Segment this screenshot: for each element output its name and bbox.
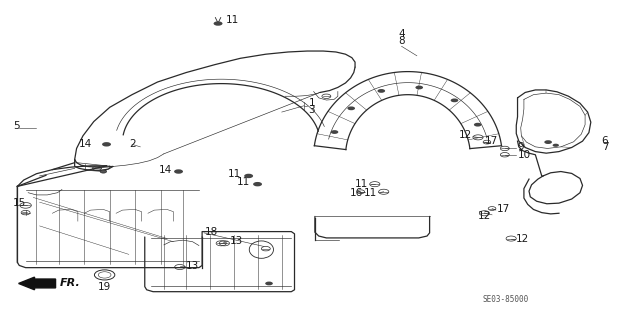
Circle shape [378,89,385,93]
Text: 13: 13 [230,236,243,246]
Circle shape [474,123,481,127]
Text: 13: 13 [186,261,200,271]
Circle shape [544,140,552,144]
Text: 11: 11 [226,15,239,26]
Circle shape [244,174,253,178]
Circle shape [253,182,262,186]
Text: 19: 19 [98,282,111,292]
Circle shape [174,169,183,174]
Text: 5: 5 [13,121,19,131]
Text: 7: 7 [602,143,608,152]
Text: 15: 15 [13,198,26,208]
Text: 11: 11 [355,179,368,189]
Circle shape [100,170,106,173]
Text: 17: 17 [484,136,498,146]
Text: 16: 16 [350,188,364,198]
Text: SE03-85000: SE03-85000 [483,295,529,304]
Circle shape [214,21,223,26]
Circle shape [102,142,111,146]
Circle shape [415,85,423,89]
Text: 14: 14 [159,165,172,174]
Text: 10: 10 [518,150,531,160]
Circle shape [331,130,339,134]
Text: 8: 8 [398,36,405,46]
Text: 12: 12 [458,130,472,140]
Circle shape [348,107,355,110]
Circle shape [451,99,458,102]
Circle shape [552,144,559,147]
Text: FR.: FR. [60,278,81,288]
Circle shape [265,282,273,286]
Text: 6: 6 [602,136,608,145]
Text: 3: 3 [308,105,315,115]
Text: 9: 9 [518,143,524,152]
Text: 17: 17 [497,204,510,214]
Text: 4: 4 [398,29,405,39]
Text: 11: 11 [364,188,378,198]
Text: 18: 18 [205,226,218,237]
Text: 2: 2 [129,139,136,149]
Text: 14: 14 [79,139,92,149]
Text: 12: 12 [477,211,491,221]
FancyArrow shape [19,277,56,290]
Text: 1: 1 [308,98,315,108]
Text: 12: 12 [516,234,529,243]
Text: 11: 11 [228,169,241,179]
Text: 11: 11 [237,177,250,187]
